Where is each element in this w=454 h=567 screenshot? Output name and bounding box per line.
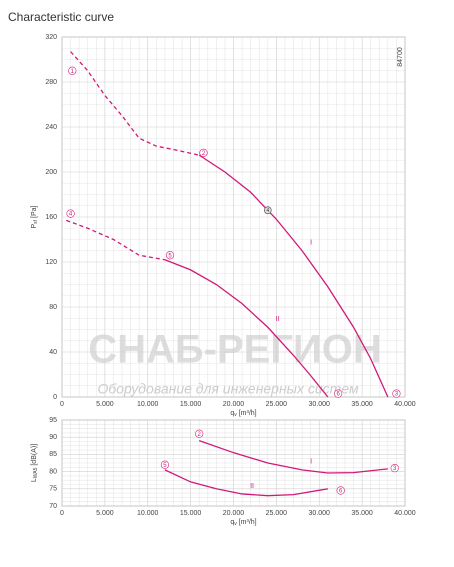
y-tick-label: 240 — [45, 124, 57, 131]
x-tick-label: 35.000 — [351, 401, 373, 408]
curve-label: II — [276, 316, 280, 323]
x-tick-label: 20.000 — [223, 401, 245, 408]
axis-label-part: [Pa] — [31, 205, 38, 219]
x-tick-label: 30.000 — [309, 401, 331, 408]
axis-label-part: v — [234, 521, 237, 527]
annotation-circle — [66, 209, 75, 218]
annotation: 6 — [339, 489, 343, 495]
y-tick-label: 40 — [49, 349, 57, 356]
annotation-circle — [195, 429, 204, 438]
annotation-circle — [334, 389, 343, 398]
axis-label-part: WA5 — [33, 467, 39, 478]
y-tick-label: 70 — [49, 503, 57, 510]
annotation: 5 — [163, 463, 167, 469]
curve-label: II — [250, 483, 254, 490]
x-tick-label: 0 — [60, 510, 64, 517]
x-tick-label: 20.000 — [223, 510, 245, 517]
x-tick-label: 25.000 — [266, 401, 288, 408]
y-tick-label: 120 — [45, 259, 57, 266]
x-tick-label: 0 — [60, 401, 64, 408]
x-tick-label: 15.000 — [180, 510, 202, 517]
operating-point — [263, 206, 272, 215]
y-tick-label: 90 — [49, 434, 57, 441]
title: Characteristic curve — [8, 10, 114, 24]
axis-label-part: sf — [33, 219, 39, 224]
axis-label: qv [m³/h] — [230, 410, 256, 418]
curve — [66, 219, 166, 261]
y-tick-label: 80 — [49, 468, 57, 475]
watermark-sub: Оборудование для инженерных систем — [97, 381, 359, 397]
x-tick-label: 25.000 — [266, 510, 288, 517]
curve-label: I — [310, 459, 312, 466]
annotation: 2 — [198, 432, 202, 438]
x-tick-label: 15.000 — [180, 401, 202, 408]
annotation-circle — [392, 389, 401, 398]
curve — [164, 469, 328, 497]
axis-label: qv [m³/h] — [230, 519, 256, 527]
x-tick-label: 35.000 — [351, 510, 373, 517]
axis-label-part: q — [230, 410, 234, 417]
x-tick-label: 5.000 — [96, 510, 114, 517]
curve-label: I — [310, 240, 312, 247]
axis-label-part: [m³/h] — [237, 519, 257, 526]
y-tick-label: 80 — [49, 304, 57, 311]
annotation: 3 — [395, 392, 399, 398]
axis-label-part: L — [31, 478, 38, 482]
x-tick-label: 40.000 — [394, 510, 416, 517]
annotation-circle — [68, 66, 77, 75]
axis-label-part: P — [31, 223, 38, 228]
axis-label-part: [dB(A)] — [31, 444, 38, 468]
annotation: 6 — [336, 392, 340, 398]
x-tick-label: 10.000 — [137, 510, 159, 517]
y-tick-label: 0 — [53, 394, 57, 401]
annotation: 3 — [393, 466, 397, 472]
y-tick-label: 75 — [49, 486, 57, 493]
annotation-circle — [199, 148, 208, 157]
annotation: 5 — [168, 253, 172, 259]
watermark: СНАБ-РЕГИОН — [88, 328, 382, 372]
axis-label-part: q — [230, 519, 234, 526]
curve — [164, 259, 329, 398]
annotation-circle — [390, 464, 399, 473]
annotation: 1 — [71, 69, 75, 75]
x-tick-label: 5.000 — [96, 401, 114, 408]
axis-label-part: v — [234, 412, 237, 418]
operating-point-label: 4 — [266, 208, 269, 214]
x-tick-label: 10.000 — [137, 401, 159, 408]
drawing-code: 84700 — [397, 47, 404, 67]
annotation-circle — [336, 486, 345, 495]
axis-label-part: [m³/h] — [237, 410, 257, 417]
y-tick-label: 280 — [45, 79, 57, 86]
annotation: 2 — [202, 151, 206, 157]
x-tick-label: 30.000 — [309, 510, 331, 517]
y-tick-label: 200 — [45, 169, 57, 176]
curve — [198, 154, 389, 398]
axis-label: Psf [Pa] — [31, 205, 39, 228]
annotation: 4 — [69, 212, 73, 218]
annotation-circle — [165, 251, 175, 260]
y-tick-label: 85 — [49, 451, 57, 458]
curve — [198, 440, 388, 474]
curve — [70, 51, 200, 156]
x-tick-label: 40.000 — [394, 401, 416, 408]
y-tick-label: 95 — [49, 417, 57, 424]
annotation-circle — [160, 460, 169, 469]
y-tick-label: 160 — [45, 214, 57, 221]
axis-label: LWA5 [dB(A)] — [31, 444, 39, 482]
y-tick-label: 320 — [45, 34, 57, 41]
